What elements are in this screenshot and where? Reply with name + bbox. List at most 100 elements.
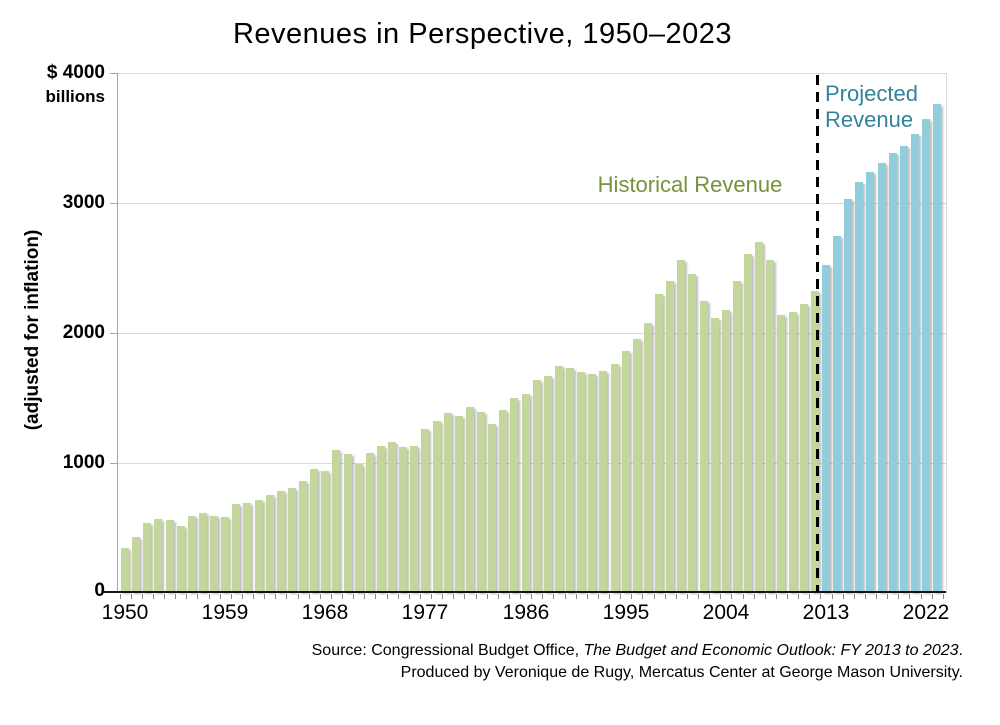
- y-tick-label-2000: 2000: [62, 322, 105, 343]
- x-axis-minor-tick: [175, 594, 177, 599]
- gridline-2000: [118, 333, 946, 334]
- x-axis-minor-tick: [520, 594, 521, 599]
- x-tick-label-1995: 1995: [602, 601, 650, 624]
- x-axis-minor-tick: [375, 594, 377, 599]
- gridline-3000: [118, 203, 946, 204]
- bar-1980: [454, 415, 463, 592]
- x-axis-minor-tick: [419, 594, 421, 599]
- bar-2023: [933, 104, 942, 592]
- x-tick-label-1977: 1977: [401, 601, 449, 624]
- x-axis-minor-tick: [275, 594, 277, 599]
- bar-2006: [744, 254, 752, 592]
- bar-1961: [243, 503, 252, 592]
- bar-2014: [833, 236, 841, 592]
- x-axis-minor-tick: [853, 594, 855, 599]
- bar-1959: [221, 516, 230, 592]
- bar-1997: [643, 323, 652, 592]
- x-axis-minor-tick: [119, 594, 121, 599]
- x-tick-label-1986: 1986: [502, 601, 550, 624]
- bar-2016: [855, 181, 864, 592]
- bar-1991: [577, 372, 586, 592]
- bar-2005: [732, 280, 741, 592]
- x-axis-minor-tick: [775, 594, 777, 599]
- x-axis-minor-tick: [397, 594, 399, 599]
- y-axis-tick-4000: [110, 73, 117, 74]
- bar-2017: [866, 171, 875, 592]
- bar-1990: [566, 368, 574, 592]
- x-axis-minor-tick: [898, 594, 900, 599]
- bar-1988: [543, 375, 552, 592]
- x-axis-minor-tick: [720, 594, 722, 599]
- x-axis-minor-tick: [408, 594, 410, 599]
- bar-1978: [432, 420, 441, 592]
- bar-1968: [321, 470, 330, 592]
- bar-1981: [465, 407, 474, 592]
- x-axis-minor-tick: [508, 594, 510, 599]
- x-axis-minor-tick: [330, 594, 332, 599]
- y-tick-label-0: 0: [94, 580, 105, 601]
- x-axis-minor-tick: [842, 594, 844, 599]
- y-axis-top-label-dollars: $ 4000: [46, 62, 105, 83]
- bar-1976: [410, 446, 419, 592]
- source-publication-title: The Budget and Economic Outlook: FY 2013…: [583, 642, 959, 659]
- x-axis-minor-tick: [909, 594, 911, 599]
- x-axis-minor-tick: [208, 594, 210, 599]
- x-tick-label-1968: 1968: [301, 601, 349, 624]
- bar-1987: [532, 379, 541, 592]
- x-axis-minor-tick: [642, 594, 644, 599]
- x-axis-minor-tick: [130, 594, 132, 599]
- bar-1977: [421, 428, 430, 592]
- x-axis-minor-tick: [152, 594, 154, 599]
- bar-2012: [810, 290, 819, 592]
- source-line-2: Produced by Veronique de Rugy, Mercatus …: [400, 664, 963, 681]
- bar-2000: [677, 259, 686, 592]
- x-tick-label-1950: 1950: [101, 601, 149, 624]
- bar-2001: [688, 274, 697, 592]
- x-axis-minor-tick: [609, 594, 610, 599]
- x-axis-minor-tick: [664, 594, 666, 599]
- x-axis-minor-tick: [308, 594, 310, 599]
- x-axis-minor-tick: [942, 594, 944, 599]
- bar-1965: [287, 488, 296, 592]
- bar-2022: [922, 119, 930, 592]
- bar-1956: [187, 516, 196, 592]
- gridline-1000: [118, 463, 946, 464]
- projected-revenue-label: Projected Revenue: [825, 81, 918, 132]
- plot-area: [117, 73, 947, 593]
- x-axis-minor-tick: [475, 594, 477, 599]
- bar-1998: [655, 293, 663, 592]
- y-tick-label-3000: 3000: [62, 192, 105, 213]
- bar-1996: [632, 338, 641, 592]
- x-axis-minor-tick: [787, 594, 788, 599]
- x-axis-minor-tick: [675, 594, 677, 599]
- bar-2018: [877, 162, 886, 592]
- bar-1995: [621, 350, 630, 592]
- x-axis-line: [103, 591, 946, 593]
- x-axis-minor-tick: [920, 594, 922, 599]
- y-axis-tick-1000: [110, 463, 117, 464]
- bar-1975: [399, 447, 408, 592]
- bar-1972: [365, 453, 374, 592]
- x-axis-minor-tick: [364, 594, 366, 599]
- y-axis-top-label-billions: billions: [45, 87, 106, 106]
- bar-1973: [376, 446, 385, 592]
- source-line-1: Source: Congressional Budget Office, The…: [311, 642, 963, 659]
- x-axis-minor-tick: [764, 594, 766, 599]
- x-axis-minor-tick: [620, 594, 622, 599]
- bar-1984: [499, 410, 508, 592]
- x-axis-minor-tick: [876, 594, 877, 599]
- bar-1958: [210, 516, 218, 592]
- x-axis-minor-tick: [564, 594, 566, 599]
- projection-divider-dashed-line: [816, 75, 819, 592]
- bar-2008: [766, 260, 775, 592]
- x-axis-minor-tick: [542, 594, 544, 599]
- x-axis-minor-tick: [319, 594, 321, 599]
- bar-1969: [332, 449, 341, 592]
- x-axis-minor-tick: [141, 594, 143, 599]
- y-axis-tick-3000: [110, 203, 117, 204]
- bar-1957: [198, 512, 207, 592]
- bar-2002: [699, 300, 708, 592]
